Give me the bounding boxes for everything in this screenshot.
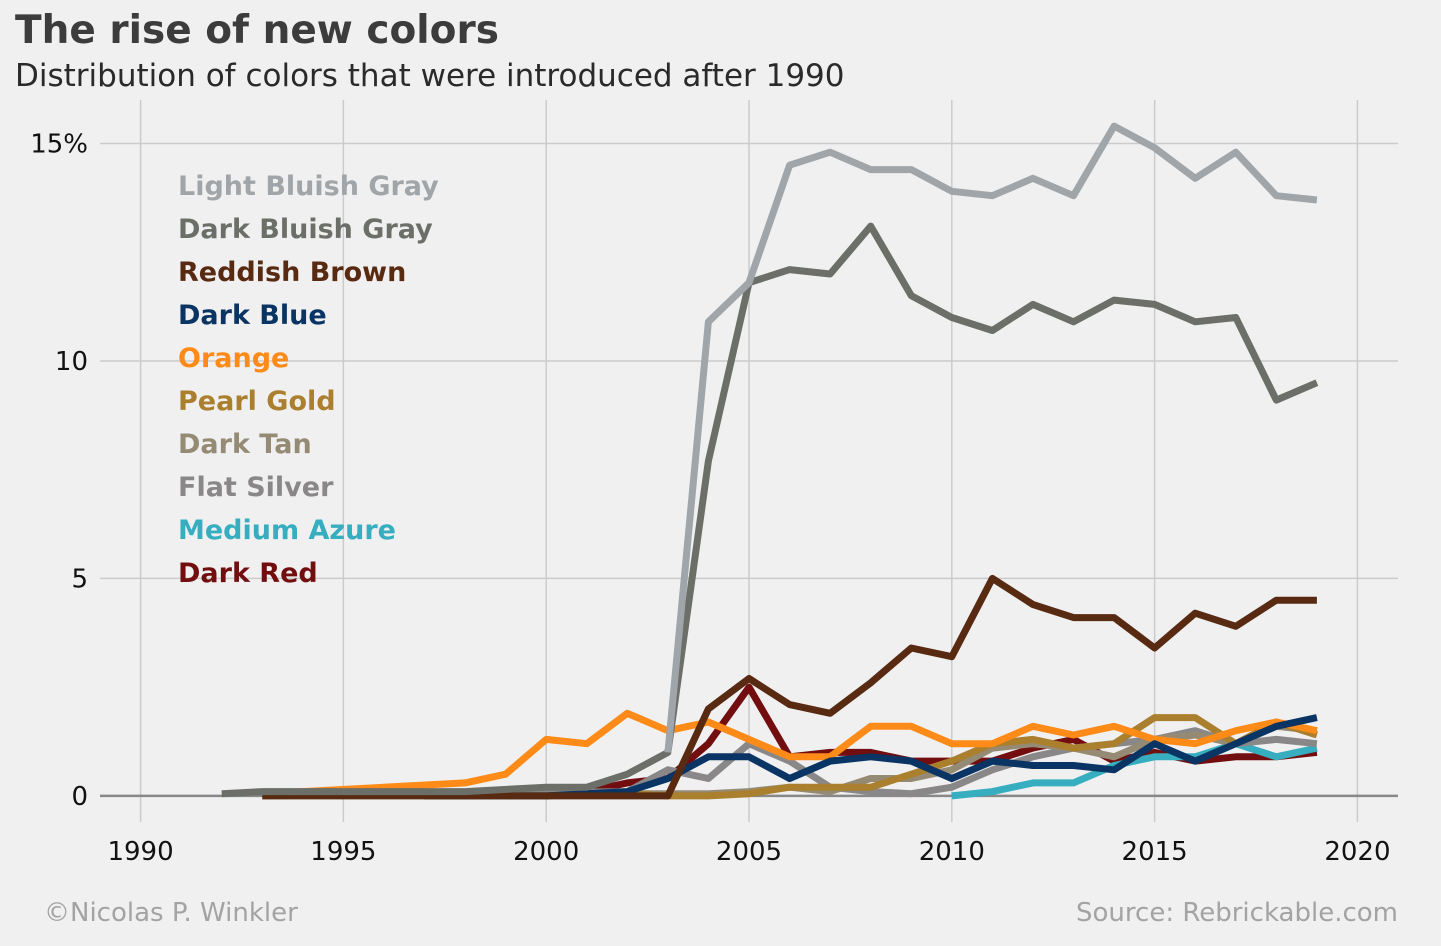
x-tick-label: 2020 [1324,837,1390,867]
x-tick-label: 2005 [716,837,782,867]
y-axis-ticks: 0 5 10 15% [30,129,88,811]
series-line-flat-silver [262,727,1318,800]
x-tick-label: 2015 [1122,837,1188,867]
legend-label-dark-tan: Dark Tan [178,429,312,460]
series-lines [221,122,1319,800]
legend-label-light-bluish-gray: Light Bluish Gray [178,171,439,202]
x-tick-label: 2000 [513,837,579,867]
legend-label-reddish-brown: Reddish Brown [178,257,406,288]
legend-label-pearl-gold: Pearl Gold [178,386,336,417]
y-tick-label: 5 [71,564,88,594]
x-tick-label: 1990 [107,837,173,867]
x-tick-label: 2010 [919,837,985,867]
credit-text: ©Nicolas P. Winkler [44,898,298,928]
legend-label-dark-red: Dark Red [178,558,318,589]
series-line-light-bluish-gray [664,122,1318,753]
source-text: Source: Rebrickable.com [1076,898,1398,928]
series-line-reddish-brown [262,574,1317,800]
series-line-dark-blue [424,714,1318,800]
legend-label-dark-bluish-gray: Dark Bluish Gray [178,214,433,245]
series-line-orange [262,709,1318,798]
y-tick-label: 15% [30,129,88,159]
series-line-medium-azure [951,740,1318,800]
series-line-dark-bluish-gray [221,222,1319,798]
legend-label-medium-azure: Medium Azure [178,515,396,546]
legend-label-dark-blue: Dark Blue [178,300,327,331]
y-tick-label: 0 [71,782,88,812]
grid-lines [100,100,1398,822]
legend: Light Bluish Gray Dark Bluish Gray Reddish… [178,171,439,589]
x-axis-ticks: 1990 1995 2000 2005 2010 2015 2020 [107,837,1390,867]
chart-subtitle: Distribution of colors that were introdu… [15,58,845,94]
legend-label-flat-silver: Flat Silver [178,472,334,503]
series-line-pearl-gold [627,714,1318,800]
y-tick-label: 10 [55,347,88,377]
chart-title: The rise of new colors [15,8,499,53]
x-tick-label: 1995 [310,837,376,867]
legend-label-orange: Orange [178,343,289,374]
